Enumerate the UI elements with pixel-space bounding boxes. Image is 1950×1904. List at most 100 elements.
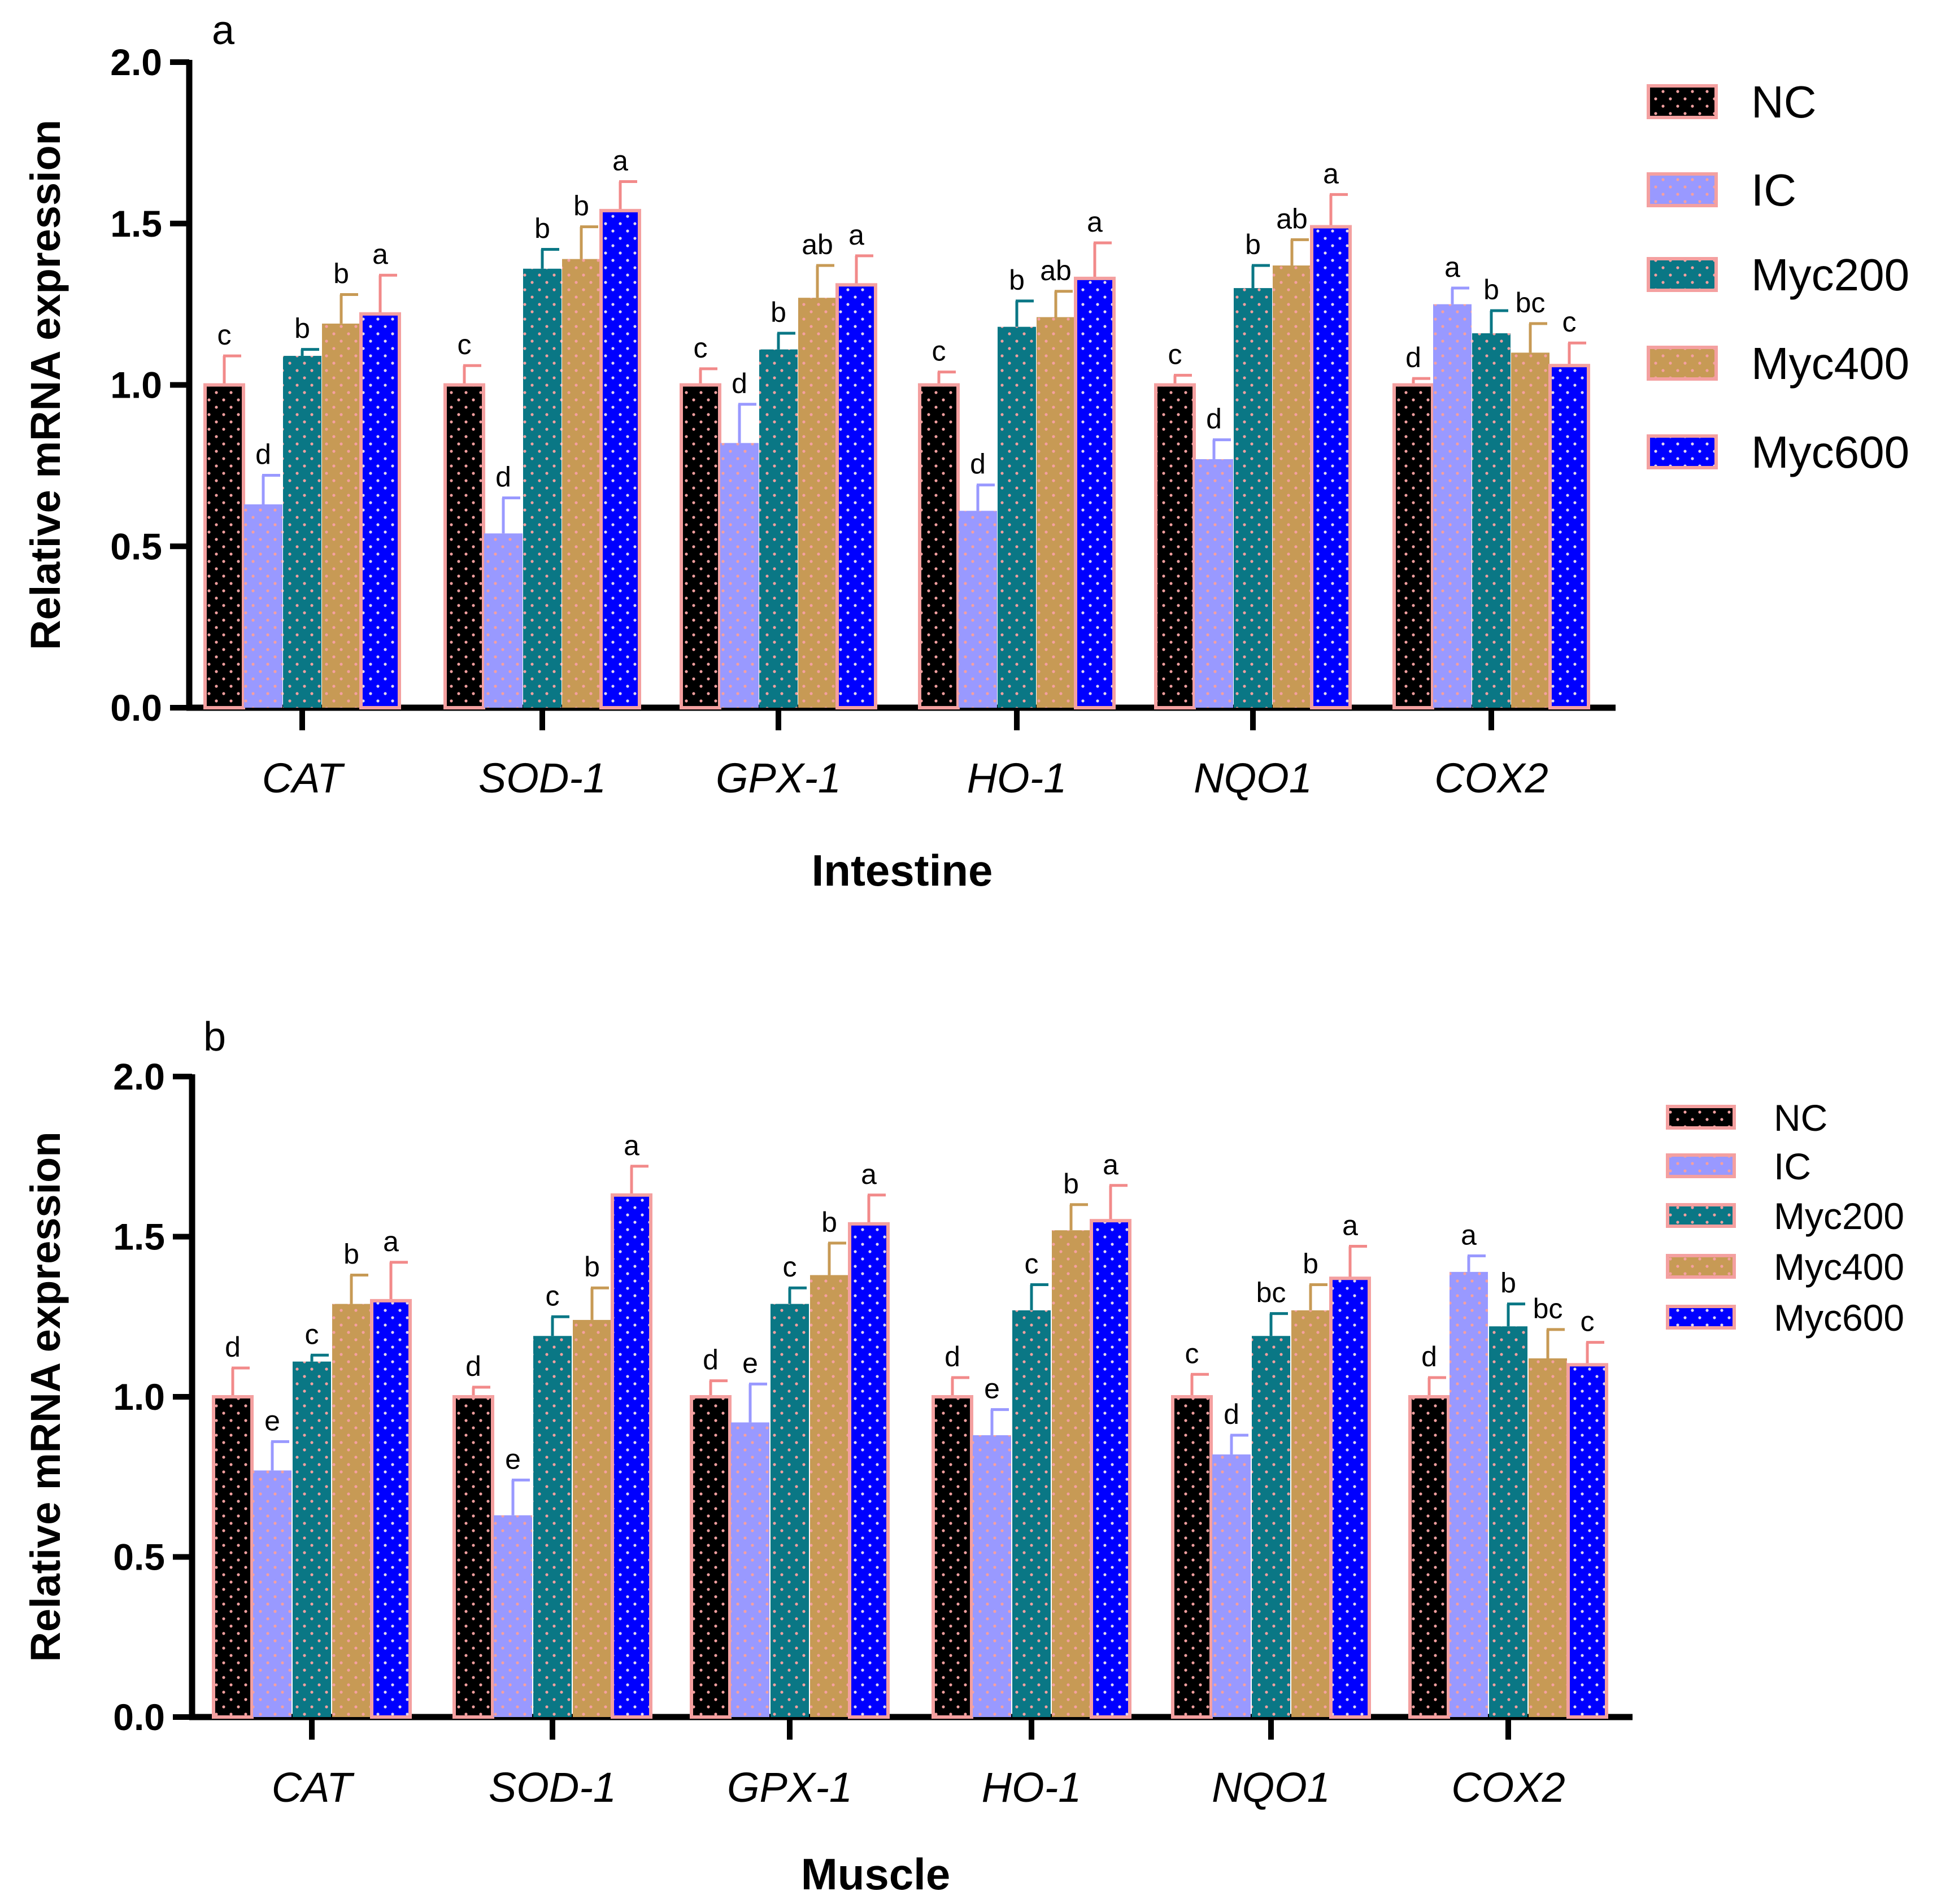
panel-muscle: 0.0 0.5 1.0 1.5 2.0 Relative mRNA expression M…	[22, 1014, 1904, 1899]
significance-letter: bc	[1533, 1293, 1563, 1324]
significance-letter: b	[584, 1251, 600, 1283]
bar-myc400-nqo1	[1291, 1310, 1330, 1717]
category-label: HO-1	[982, 1764, 1082, 1811]
bar-myc600-ho-1	[1074, 276, 1116, 709]
category-label: SOD-1	[489, 1764, 616, 1811]
significance-letter: d	[1405, 342, 1421, 373]
significance-letter: b	[1063, 1168, 1079, 1200]
significance-letter: ab	[1040, 255, 1072, 286]
significance-letter: a	[1444, 251, 1460, 283]
bar-ic-gpx-1	[720, 443, 759, 708]
significance-letter: b	[343, 1239, 359, 1270]
significance-letter: e	[505, 1443, 521, 1475]
significance-letter: ab	[1276, 203, 1308, 234]
bar-myc600-cox2	[1566, 1363, 1608, 1719]
significance-letter: b	[1009, 264, 1025, 296]
significance-letter: a	[383, 1226, 399, 1257]
bar-myc200-nqo1	[1234, 288, 1272, 708]
bar-nc-gpx-1	[690, 1395, 732, 1719]
significance-letter: a	[1323, 158, 1339, 189]
significance-letter: c	[305, 1318, 319, 1350]
bar-myc200-gpx-1	[771, 1304, 809, 1717]
significance-letter: d	[225, 1331, 241, 1363]
significance-letter: c	[694, 332, 708, 364]
bar-ic-gpx-1	[731, 1422, 769, 1717]
y-tick-label: 0.5	[113, 1536, 165, 1578]
legend-swatch-myc600	[1666, 1305, 1736, 1330]
significance-letter: d	[970, 448, 986, 480]
significance-letter: b	[534, 212, 550, 244]
bar-myc200-ho-1	[1012, 1310, 1051, 1717]
bar-nc-sod-1	[452, 1395, 494, 1719]
significance-letter: bc	[1516, 287, 1546, 319]
bar-nc-ho-1	[918, 383, 960, 709]
bar-myc200-cox2	[1472, 333, 1511, 708]
bar-nc-sod-1	[443, 383, 485, 709]
bar-myc200-cox2	[1489, 1326, 1527, 1717]
legend-label-myc600: Myc600	[1774, 1297, 1904, 1339]
category-label: NQO1	[1194, 755, 1312, 801]
y-axis-label: Relative mRNA expression	[22, 120, 69, 650]
significance-letter: a	[1342, 1210, 1358, 1241]
significance-letter: b	[771, 297, 786, 328]
category-label: GPX-1	[727, 1764, 852, 1811]
significance-letter: d	[495, 461, 511, 493]
bar-myc600-nqo1	[1329, 1276, 1371, 1719]
x-axis-label: Intestine	[812, 846, 993, 895]
significance-letter: a	[848, 219, 864, 251]
y-tick-label: 1.0	[110, 364, 162, 406]
bar-myc400-cox2	[1529, 1358, 1567, 1717]
legend-swatch-myc400	[1647, 346, 1718, 381]
significance-letter: b	[333, 258, 349, 289]
y-tick-label: 1.5	[110, 203, 162, 245]
bar-ic-nqo1	[1195, 459, 1233, 708]
legend-label-ic: IC	[1774, 1145, 1811, 1187]
panel-intestine: 0.0 0.5 1.0 1.5 2.0 Relative mRNA expression I…	[22, 8, 1909, 895]
significance-letter: d	[1421, 1341, 1437, 1373]
legend-label-myc600: Myc600	[1751, 427, 1909, 477]
x-axis-label: Muscle	[801, 1849, 950, 1899]
bar-myc400-gpx-1	[798, 298, 837, 708]
bar-myc600-nqo1	[1310, 225, 1352, 709]
bar-ic-cox2	[1433, 304, 1472, 708]
significance-letter: e	[264, 1405, 280, 1436]
bar-myc600-sod-1	[599, 208, 641, 709]
significance-letter: a	[612, 145, 628, 176]
legend-swatch-ic	[1647, 172, 1718, 207]
significance-letter: c	[1185, 1337, 1199, 1369]
significance-letter: a	[372, 238, 388, 270]
significance-letter: b	[294, 313, 310, 345]
bar-myc400-cat	[332, 1304, 371, 1717]
bar-myc600-gpx-1	[835, 283, 877, 709]
bar-ic-sod-1	[494, 1515, 532, 1717]
bar-myc600-ho-1	[1090, 1219, 1131, 1719]
significance-letter: c	[1581, 1306, 1595, 1337]
y-tick-label: 2.0	[110, 41, 162, 83]
significance-letter: c	[1025, 1248, 1039, 1280]
significance-letter: c	[932, 336, 946, 367]
significance-letter: c	[217, 319, 232, 351]
significance-letter: b	[1303, 1248, 1318, 1280]
significance-letter: c	[783, 1251, 797, 1283]
panel-letter: a	[212, 8, 235, 53]
significance-letter: b	[1483, 274, 1499, 306]
bar-myc400-cat	[322, 323, 360, 708]
legend-swatch-myc200	[1666, 1203, 1736, 1228]
bar-myc600-sod-1	[611, 1193, 652, 1719]
y-axis-label: Relative mRNA expression	[22, 1131, 69, 1662]
bar-ic-cat	[244, 504, 282, 708]
bar-ic-nqo1	[1212, 1454, 1251, 1717]
significance-letter: d	[1206, 403, 1222, 435]
significance-letter: d	[465, 1350, 481, 1382]
significance-letter: d	[1224, 1398, 1239, 1430]
significance-letter: a	[1461, 1219, 1477, 1251]
bar-myc600-cat	[370, 1299, 412, 1719]
bar-myc600-gpx-1	[848, 1222, 890, 1719]
significance-letter: bc	[1256, 1277, 1286, 1309]
bar-ic-sod-1	[484, 533, 523, 708]
significance-letter: e	[984, 1373, 1000, 1405]
significance-letter: c	[1168, 338, 1182, 370]
legend-swatch-myc600	[1647, 434, 1718, 469]
significance-letter: b	[573, 190, 589, 221]
